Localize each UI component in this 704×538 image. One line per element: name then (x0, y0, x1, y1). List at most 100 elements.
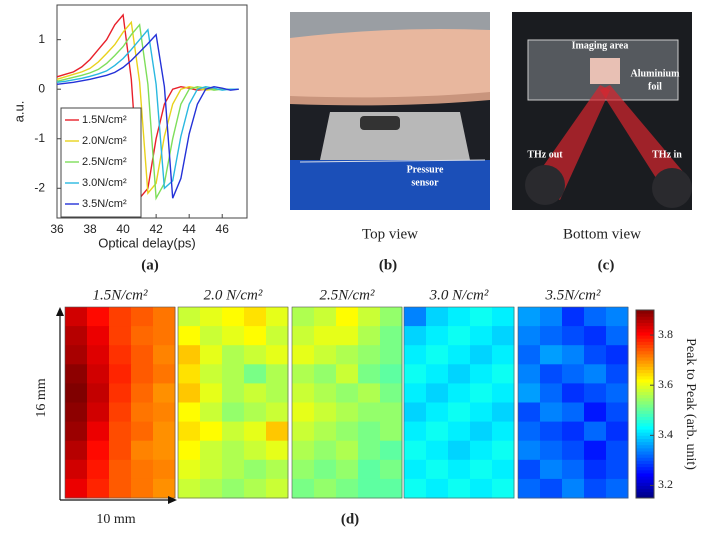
heat-cell (540, 345, 563, 365)
heat-cell (314, 383, 337, 403)
colorbar-step (636, 373, 654, 377)
heat-cell (131, 383, 154, 403)
heat-cell (540, 307, 563, 327)
colorbar-step (636, 388, 654, 392)
heat-cell (266, 307, 289, 327)
heat-cell (200, 326, 223, 346)
colorbar-step (636, 454, 654, 458)
heat-cell (244, 441, 267, 461)
heat-cell (292, 383, 315, 403)
colorbar-step (636, 489, 654, 493)
heat-cell (518, 307, 541, 327)
heat-cell (606, 422, 629, 442)
heat-cell (448, 422, 471, 442)
heat-cell (266, 422, 289, 442)
colorbar-step (636, 442, 654, 446)
colorbar-step (636, 492, 654, 496)
heat-cell (131, 364, 154, 384)
colorbar-tick-label: 3.6 (658, 377, 673, 391)
heat-cell (540, 479, 563, 499)
colorbar-step (636, 404, 654, 408)
heat-cell (426, 479, 449, 499)
heat-cell (222, 383, 245, 403)
heat-cell (244, 345, 267, 365)
colorbar-step (636, 467, 654, 471)
heat-cell (109, 326, 132, 346)
heat-cell (109, 479, 132, 499)
colorbar-step (636, 338, 654, 342)
heat-cell (266, 460, 289, 480)
colorbar-step (636, 476, 654, 480)
heat-cell (448, 460, 471, 480)
heat-cell (292, 364, 315, 384)
heat-cell (336, 422, 359, 442)
heat-cell (358, 479, 381, 499)
heat-cell (518, 345, 541, 365)
heat-cell (153, 403, 176, 423)
heat-cell (314, 479, 337, 499)
heat-cell (153, 479, 176, 499)
heat-cell (65, 345, 88, 365)
colorbar-step (636, 357, 654, 361)
colorbar-step (636, 395, 654, 399)
heat-cell (562, 422, 585, 442)
colorbar-step (636, 473, 654, 477)
heat-cell (153, 460, 176, 480)
heat-cell (562, 403, 585, 423)
heat-cell (65, 422, 88, 442)
colorbar-step (636, 385, 654, 389)
heat-cell (65, 326, 88, 346)
heat-cell (178, 441, 201, 461)
heat-cell (492, 383, 515, 403)
heat-cell (153, 307, 176, 327)
heat-cell (380, 441, 403, 461)
heat-cell (200, 441, 223, 461)
heat-cell (292, 479, 315, 499)
heat-cell (266, 403, 289, 423)
heat-cell (65, 364, 88, 384)
heat-cell (153, 441, 176, 461)
map-title: 3.0 N/cm² (429, 287, 489, 303)
photo-annotation: Aluminium (631, 68, 681, 79)
arm (290, 29, 490, 102)
heat-cell (109, 441, 132, 461)
heat-cell (492, 479, 515, 499)
heat-cell (492, 326, 515, 346)
colorbar-step (636, 420, 654, 424)
heat-cell (178, 307, 201, 327)
heat-cell (266, 326, 289, 346)
heat-cell (178, 479, 201, 499)
heat-cell (518, 479, 541, 499)
legend-label: 2.5N/cm² (82, 156, 127, 168)
heat-cell (222, 460, 245, 480)
heat-cell (448, 403, 471, 423)
colorbar-step (636, 323, 654, 327)
photo-annotation: foil (648, 81, 662, 92)
heat-cell (314, 307, 337, 327)
heat-cell (87, 479, 110, 499)
heat-cell (358, 422, 381, 442)
heat-cell (292, 326, 315, 346)
colorbar-step (636, 363, 654, 367)
heat-cell (426, 307, 449, 327)
y-tick-label: -2 (34, 180, 45, 194)
heat-cell (178, 345, 201, 365)
heat-cell (244, 383, 267, 403)
heat-cell (584, 479, 607, 499)
colorbar-step (636, 417, 654, 421)
colorbar-step (636, 360, 654, 364)
heat-cell (540, 460, 563, 480)
heat-cell (109, 307, 132, 327)
heat-cell (266, 441, 289, 461)
heat-cell (244, 307, 267, 327)
colorbar-step (636, 326, 654, 330)
heat-cell (65, 441, 88, 461)
heat-cell (518, 422, 541, 442)
heat-cell (606, 403, 629, 423)
heat-cell (404, 460, 427, 480)
heat-cell (562, 460, 585, 480)
heat-cell (426, 422, 449, 442)
colorbar-step (636, 445, 654, 449)
colorbar-step (636, 470, 654, 474)
colorbar-step (636, 464, 654, 468)
